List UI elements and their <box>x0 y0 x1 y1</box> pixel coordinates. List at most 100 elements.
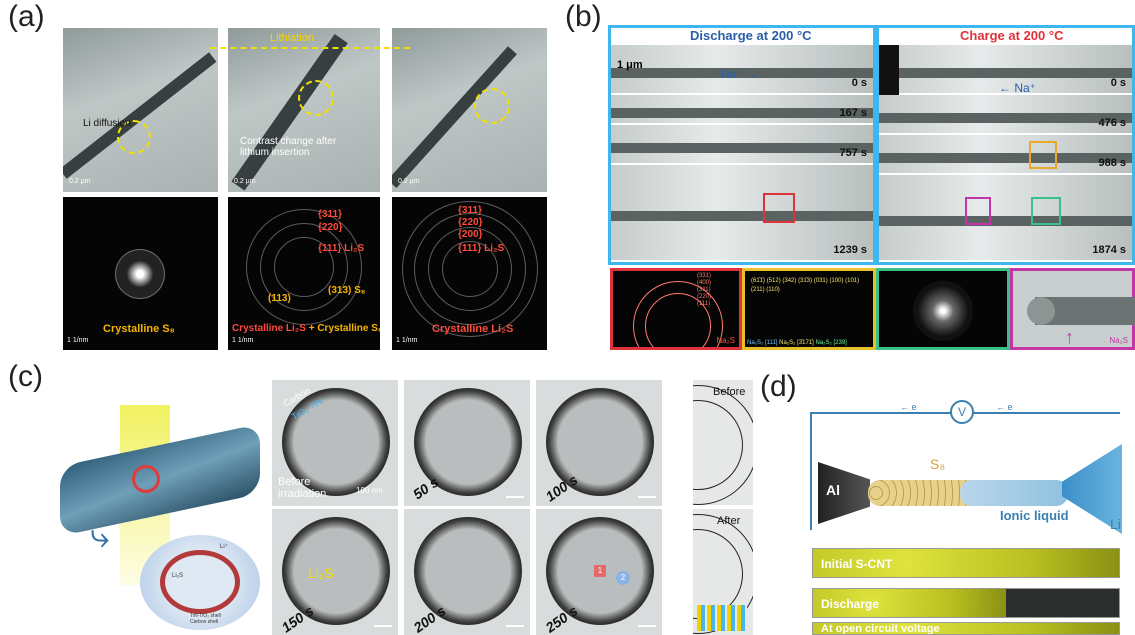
spot-label: (031) <box>813 278 828 284</box>
tem-image-pristine: Li diffusion 0.2 μm <box>63 28 218 192</box>
panel-label-b: (b) <box>565 0 602 33</box>
schematic-li2s-label: Li₂S <box>172 573 184 579</box>
saed-pattern-s8: Crystalline S₈ 1 1/nm <box>63 197 218 350</box>
spot-label: (110) <box>766 287 780 293</box>
nanowire-tip-image: ↑ Na₂S <box>1010 268 1135 350</box>
charge-frame <box>876 25 1135 265</box>
ring-label: (220) <box>697 294 712 300</box>
s8-label: S₈ <box>930 456 946 472</box>
panel-label-d: (d) <box>760 370 797 403</box>
marker-1: 1 <box>594 565 606 577</box>
scale-bar-label: 0.2 μm <box>398 178 420 185</box>
saed-pattern-mixed: {311} {220} {111} Li₂S (113) (313) S₈ Cr… <box>228 197 380 350</box>
tem-image-lithiated: Contrast change after lithium insertion … <box>228 28 380 192</box>
before-label: Before <box>713 386 746 398</box>
discharge-frame-1: 167 s <box>611 95 873 125</box>
caption-part: Na₂S₂ [239] <box>815 340 847 346</box>
schematic-li-label: Li⁺ <box>220 544 228 550</box>
spot-label: (61̄1̄) <box>751 278 766 284</box>
li-label: Li <box>1110 516 1121 532</box>
marker-2: 2 <box>616 571 630 585</box>
na2s-label: Na₂S <box>1109 336 1128 345</box>
na2s-ring-labels: (331) (400) (311) (220) (111) <box>697 273 711 308</box>
spot-label: (31̄3) <box>798 278 813 284</box>
caption-s8: Crystalline S₈ <box>317 323 380 334</box>
scale-bar-label: 1 1/nm <box>232 337 254 344</box>
al-label: Al <box>826 482 840 498</box>
tem-frame-150s: Li₂S 150 s <box>272 509 398 635</box>
amorphous-diffraction <box>876 268 1010 350</box>
eds-map-initial: Initial S-CNT <box>812 548 1120 578</box>
panel-label-c: (c) <box>8 360 43 393</box>
charge-title: Charge at 200 °C <box>960 28 1064 43</box>
spot-label: (342) <box>782 278 797 284</box>
core-shell-schematic: Li₂S Li⁺ TiN-TiO₂ shell Carbon shell ⤷ <box>60 395 260 635</box>
spot-label: (100) <box>829 278 844 284</box>
ionic-liquid-label: Ionic liquid <box>1000 508 1069 523</box>
electron-right-label: ← e <box>996 402 1013 412</box>
caption-li2s: Crystalline Li₂S <box>232 323 306 334</box>
eds-map-ocv: At open circuit voltage <box>812 622 1120 635</box>
before-irradiation-label: Before irradiation <box>278 476 327 500</box>
caption-crystalline-li2s: Crystalline Li₂S <box>432 323 514 335</box>
li-diffusion-label: Li diffusion <box>83 118 131 129</box>
plane-label: {311} <box>318 209 342 220</box>
discharge-frame-2: 757 s <box>611 125 873 165</box>
spot-label: (211) <box>751 287 765 293</box>
scale-bar-label: 1 1/nm <box>67 337 89 344</box>
spot-label: (101) <box>845 278 860 284</box>
na-direction-label: ← Na⁺ <box>999 81 1037 95</box>
plane-label: {220} <box>318 222 343 233</box>
plane-label: {220} <box>458 217 483 228</box>
lithiation-arrow <box>210 47 410 49</box>
plane-label: {311} <box>458 205 482 216</box>
plane-label: (113) <box>268 293 291 304</box>
tem-frame-before: Carbon TiO₂-TiN Before irradiation 100 n… <box>272 380 398 506</box>
lithiation-label: Lithiation <box>270 32 315 44</box>
electron-left-label: ← e <box>900 402 917 412</box>
plane-label: {111} Li₂S <box>318 243 365 254</box>
na2s2-spot-labels: (61̄1̄) (512) (342) (31̄3) (031) (100) (… <box>751 277 869 335</box>
contrast-note: Contrast change after lithium insertion <box>240 136 337 158</box>
discharge-frame-0: 1 μm Na⁺ → 0 s <box>611 45 873 95</box>
tem-image-full-lithiation: 0.2 μm <box>392 28 547 192</box>
schematic-carbon-label: Carbon shell <box>190 619 219 625</box>
caption-part: Na₂S₂ [3̄171̄] <box>779 340 814 346</box>
na2s-diffraction: Na₂S (331) (400) (311) (220) (111) <box>610 268 742 350</box>
diffraction-after: After <box>693 509 753 635</box>
scale-bar-label: 100 nm <box>356 486 383 495</box>
ring-label: (400) <box>697 280 712 286</box>
time-label: 0 s <box>851 77 867 89</box>
diffraction-before: Before <box>693 380 753 505</box>
tem-frame-200s: 200 s <box>404 509 530 635</box>
tem-frame-100s: 100 s <box>536 380 662 506</box>
na2s2-diffraction: (61̄1̄) (512) (342) (31̄3) (031) (100) (… <box>742 268 876 350</box>
tem-frame-50s: 50 s <box>404 380 530 506</box>
time-label: 1874 s <box>1092 244 1126 256</box>
scale-bar-label: 0.2 μm <box>69 178 91 185</box>
plane-label: {111} Li₂S <box>458 243 505 254</box>
circuit-wire <box>810 412 1120 530</box>
map-label: At open circuit voltage <box>821 623 940 635</box>
li2s-label: Li₂S <box>308 565 334 581</box>
caption-crystalline-s8: Crystalline S₈ <box>103 323 175 335</box>
tem-frame-250s: 1 2 250 s <box>536 509 662 635</box>
time-label: 1239 s <box>833 244 867 256</box>
discharge-frame <box>608 25 876 265</box>
plane-label: (313) S₈ <box>328 285 366 296</box>
time-label: 476 s <box>1098 117 1126 129</box>
na2s-label: Na₂S <box>716 336 735 345</box>
scale-bar-label: 0.2 μm <box>234 178 256 185</box>
scale-bar-label: 1 μm <box>617 59 643 71</box>
ring-label: (311) <box>697 287 711 293</box>
voltmeter-icon: V <box>950 400 974 424</box>
time-label: 757 s <box>839 147 867 159</box>
discharge-title: Discharge at 200 °C <box>690 28 812 43</box>
na2s2-caption: Na₂S₂ [111̄] Na₂S₂ [3̄171̄] Na₂S₂ [239] <box>747 340 847 346</box>
scale-bar-label: 1 1/nm <box>396 337 418 344</box>
charge-frame-1: 476 s <box>879 95 1132 135</box>
time-label: 988 s <box>1098 157 1126 169</box>
charge-frame-2: 988 s <box>879 135 1132 175</box>
caption-plus: + <box>305 323 318 334</box>
panel-label-a: (a) <box>8 0 45 33</box>
